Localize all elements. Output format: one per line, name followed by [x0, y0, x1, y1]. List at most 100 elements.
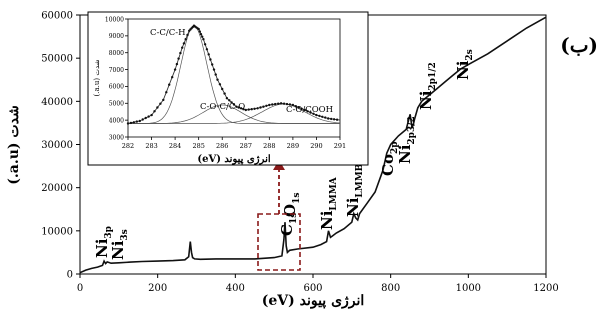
inset-data-point — [225, 97, 229, 100]
inset-data-point — [209, 58, 212, 61]
inset-data-point — [173, 68, 177, 71]
inset-data-point — [321, 115, 324, 119]
inset-y-tick-label: 6000 — [109, 84, 124, 91]
inset-data-point — [259, 106, 262, 109]
inset-fit-components — [128, 25, 341, 124]
inset-data-point — [135, 120, 138, 123]
inset-data-point — [232, 103, 236, 106]
inset-data-point — [237, 106, 240, 109]
main-x-tick-label: 1200 — [533, 283, 558, 294]
inset-data-point — [327, 117, 330, 120]
inset-y-tick-label: 5000 — [109, 101, 124, 108]
inset-data-point — [201, 35, 204, 38]
inset-data-point — [330, 117, 333, 121]
main-y-tick-label: 50000 — [41, 54, 73, 65]
inset-data-point — [247, 108, 250, 111]
inset-data-point — [147, 115, 150, 118]
peak-label: Ni2p3/2 — [396, 116, 417, 164]
inset-y-tick-label: 10000 — [105, 16, 124, 23]
inset-data-point — [239, 107, 243, 110]
inset-data-point — [171, 76, 174, 79]
inset-x-tick-label: 286 — [216, 142, 228, 150]
inset-plot-frame — [127, 18, 341, 138]
inset-data-point — [205, 48, 209, 51]
inset-data-point — [309, 111, 312, 114]
inset-y-axis-label: شدت (a.u.) — [93, 59, 101, 96]
inset-data-point — [306, 110, 309, 113]
inset-data-point — [291, 103, 295, 107]
inset-data-point — [297, 106, 300, 109]
inset-x-tick-label: 289 — [287, 142, 299, 150]
inset-data-point — [141, 118, 144, 121]
inset-data-point — [312, 112, 315, 116]
inset-data-point — [159, 102, 162, 105]
inset-data-point — [168, 83, 171, 86]
inset-data-point — [285, 102, 289, 106]
inset-x-tick-label: 284 — [169, 142, 181, 150]
inset-y-tick-label: 3000 — [109, 134, 124, 141]
main-x-ticks: 0 200 400 600 800 1000 1200 — [77, 274, 559, 294]
inset-data-point — [212, 68, 216, 71]
inset-data-point — [218, 83, 222, 86]
peak-label: Ni3p — [93, 226, 114, 258]
inset-data-point — [132, 121, 136, 124]
inset-data-point — [181, 46, 184, 49]
inset-data-point — [199, 33, 203, 36]
inset-data-point — [156, 106, 159, 109]
inset-data-point — [182, 42, 186, 45]
inset-data-point — [138, 119, 141, 123]
inset-data-point — [282, 102, 286, 105]
inset-component-label: C-O-C/C-O — [200, 102, 245, 112]
inset-data-point — [228, 99, 231, 102]
inset-data-point — [165, 91, 168, 94]
inset-data-point — [216, 78, 219, 81]
inset-data-point — [271, 103, 274, 106]
main-x-tick-label: 800 — [381, 283, 400, 294]
inset-data-point — [184, 38, 187, 41]
inset-data-point — [207, 53, 210, 56]
peak-label: NiLMMA — [318, 176, 339, 230]
inset-data-point — [318, 114, 321, 118]
inset-data-point — [153, 110, 156, 113]
inset-data-point — [262, 105, 265, 108]
inset-data-point — [179, 51, 182, 55]
main-x-axis-label: انرژی پیوند (eV) — [262, 293, 365, 309]
inset-data-point — [162, 98, 165, 102]
inset-data-point — [315, 113, 318, 117]
main-y-ticks: 0 10000 20000 30000 40000 50000 60000 — [41, 11, 80, 281]
main-x-tick-label: 400 — [226, 283, 245, 294]
inset-chart: 282 283 284 285 286 287 288 289 290 291 3000 4000 5… — [87, 11, 369, 166]
inset-data-point — [274, 102, 277, 106]
inset-data-point — [177, 57, 180, 60]
inset-component-label: C-O/COOH — [286, 105, 333, 115]
main-y-tick-label: 30000 — [41, 140, 73, 151]
main-y-tick-label: 60000 — [41, 11, 73, 22]
inset-x-ticks: 282 283 284 285 286 287 288 289 290 291 — [122, 137, 346, 150]
peak-label: NiLMMB — [344, 163, 365, 217]
inset-data-point — [268, 103, 271, 107]
inset-data-point — [265, 104, 268, 108]
main-x-tick-label: 200 — [148, 283, 167, 294]
main-x-tick-label: 600 — [303, 283, 322, 294]
main-y-tick-label: 40000 — [41, 97, 73, 108]
main-chart: 0 200 400 600 800 1000 1200 0 10000 20000 30000 40… — [6, 11, 598, 310]
inset-component-labels: C-C/C-H C-O-C/C-O C-O/COOH — [150, 28, 333, 115]
inset-data-point — [211, 63, 214, 66]
main-y-axis-label: شدت (a.u.) — [6, 105, 22, 184]
inset-data-point — [288, 103, 292, 106]
inset-data-point — [221, 87, 224, 91]
inset-data-point — [332, 118, 336, 121]
inset-y-tick-label: 7000 — [109, 67, 124, 74]
inset-x-tick-label: 285 — [192, 142, 204, 150]
inset-data-point — [256, 107, 259, 110]
inset-data-point — [223, 92, 226, 95]
inset-data-point — [230, 101, 233, 104]
inset-fit-component — [128, 103, 341, 124]
peak-label: Co2p — [379, 141, 400, 176]
peak-label: Ni2s — [454, 49, 475, 80]
inset-data-point — [186, 33, 189, 37]
inset-data-point — [279, 102, 283, 105]
panel-label: (ب) — [560, 33, 598, 57]
